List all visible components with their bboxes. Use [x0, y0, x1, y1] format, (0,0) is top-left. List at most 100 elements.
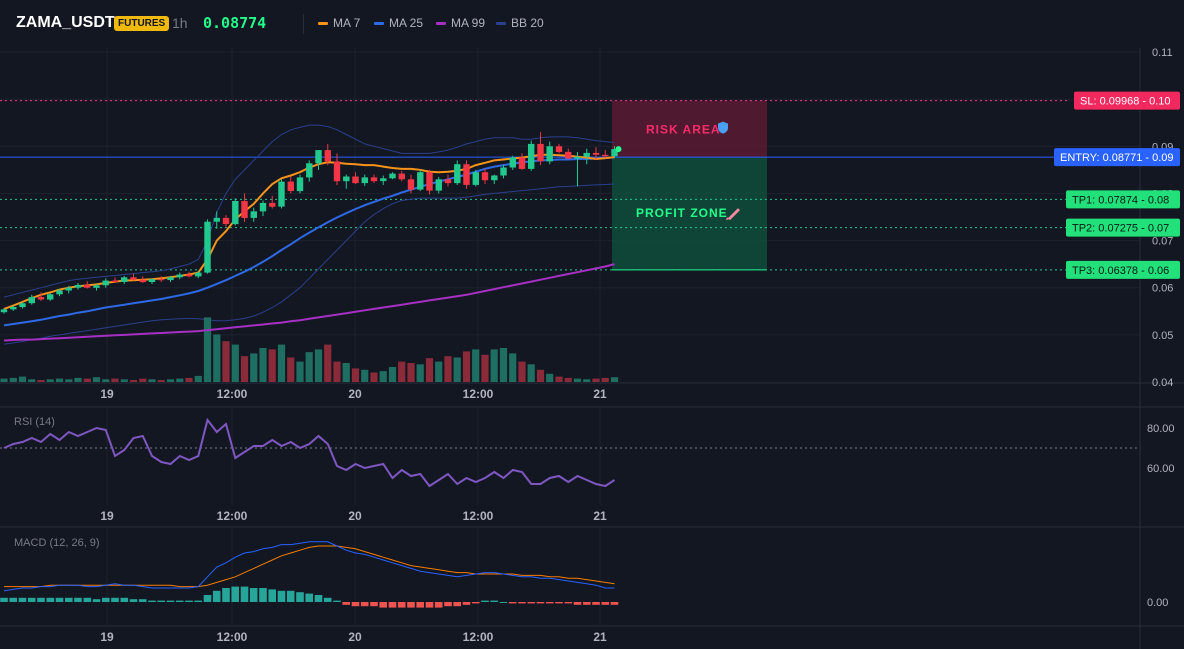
sl-label: SL: 0.09968 - 0.10	[1080, 96, 1171, 108]
macd-signal-line	[4, 546, 615, 587]
macd-histogram-bar	[111, 598, 119, 602]
volume-bar	[241, 356, 248, 382]
volume-bar	[10, 378, 17, 382]
macd-histogram-bar	[602, 602, 610, 605]
volume-bar	[583, 379, 590, 382]
volume-bar	[213, 334, 220, 382]
candle	[371, 177, 377, 181]
time-tick-label: 12:00	[217, 387, 248, 401]
macd-histogram-bar	[130, 599, 138, 602]
bb-lower-line	[4, 184, 615, 344]
volume-bar	[232, 345, 239, 382]
candle	[167, 277, 173, 280]
macd-histogram-bar	[333, 601, 341, 602]
candle	[223, 218, 229, 224]
volume-bar	[37, 380, 44, 382]
price-tick-label: 0.05	[1152, 330, 1173, 342]
candle	[593, 153, 599, 155]
candle	[19, 303, 25, 307]
candle	[436, 179, 442, 190]
macd-histogram-bar	[537, 602, 545, 603]
moving-averages	[4, 155, 615, 341]
macd-histogram-bar	[472, 602, 480, 603]
time-tick-label: 12:00	[217, 509, 248, 523]
candle	[177, 275, 183, 278]
time-tick-label: 19	[100, 387, 114, 401]
candles	[1, 132, 622, 314]
candle	[297, 177, 303, 191]
volume-bar	[611, 377, 618, 382]
rsi-panel[interactable]: RSI (14) 80.00 60.00	[0, 416, 1175, 486]
candle	[454, 164, 460, 183]
volume-bar	[546, 374, 553, 382]
macd-histogram-bar	[509, 602, 517, 603]
macd-histogram-bar	[407, 602, 415, 608]
time-tick-label: 21	[593, 387, 607, 401]
volume-bars	[0, 317, 618, 382]
trade-zones: RISK AREA PROFIT ZONE	[612, 101, 767, 270]
volume-bar	[398, 362, 405, 382]
candle	[417, 172, 423, 189]
volume-bar	[130, 380, 137, 382]
volume-bar	[139, 379, 146, 382]
macd-histogram-bar	[611, 602, 619, 605]
volume-bar	[250, 353, 257, 382]
level-labels: SL: 0.09968 - 0.10ENTRY: 0.08771 - 0.09T…	[1054, 92, 1180, 279]
macd-histogram-bar	[28, 598, 36, 602]
macd-histogram-bar	[148, 601, 156, 602]
volume-bar	[417, 364, 424, 382]
macd-histogram-bar	[352, 602, 360, 606]
volume-bar	[296, 362, 303, 382]
candle	[343, 177, 349, 182]
macd-panel[interactable]: MACD (12, 26, 9) 0.00	[0, 537, 1168, 609]
volume-bar	[602, 378, 609, 382]
tp1-label: TP1: 0.07874 - 0.08	[1072, 194, 1169, 206]
volume-bar	[574, 379, 581, 382]
candle	[602, 155, 608, 156]
candle	[389, 174, 395, 179]
volume-bar	[333, 362, 340, 382]
volume-bar	[111, 379, 118, 382]
candle	[10, 307, 16, 309]
volume-bar	[565, 378, 572, 382]
candle	[584, 153, 590, 157]
macd-histogram-bar	[435, 602, 443, 608]
price-tick-label: 0.07	[1152, 236, 1173, 248]
volume-bar	[315, 349, 322, 382]
candle	[491, 176, 497, 181]
volume-bar	[74, 378, 81, 382]
time-tick-label: 20	[348, 630, 362, 644]
volume-bar	[287, 358, 294, 383]
macd-histogram-bar	[47, 598, 55, 602]
candle	[140, 280, 146, 282]
candle	[380, 178, 386, 181]
macd-tick-label: 0.00	[1147, 597, 1168, 609]
volume-bar	[444, 356, 451, 382]
volume-bar	[528, 364, 535, 382]
volume-bar	[0, 379, 7, 382]
macd-histogram-bar	[222, 588, 230, 602]
candle	[315, 150, 321, 163]
candle	[510, 158, 516, 168]
volume-bar	[176, 379, 183, 382]
macd-histogram-bar	[102, 598, 110, 602]
candle	[251, 211, 257, 218]
candle	[47, 294, 53, 299]
candle	[482, 172, 488, 180]
macd-histogram-bar	[555, 602, 563, 603]
last-price-dot	[616, 146, 622, 152]
candle	[528, 144, 534, 169]
macd-histogram-bar	[204, 595, 212, 602]
macd-histogram-bar	[93, 599, 101, 602]
time-tick-label: 21	[593, 630, 607, 644]
volume-bar	[269, 349, 276, 382]
candle	[75, 285, 81, 288]
volume-bar	[56, 379, 63, 382]
candle	[565, 152, 571, 159]
macd-histogram-bar	[416, 602, 424, 608]
candle	[93, 285, 99, 287]
tp2-label: TP2: 0.07275 - 0.07	[1072, 223, 1169, 235]
volume-bar	[306, 352, 313, 382]
candle	[519, 158, 525, 169]
